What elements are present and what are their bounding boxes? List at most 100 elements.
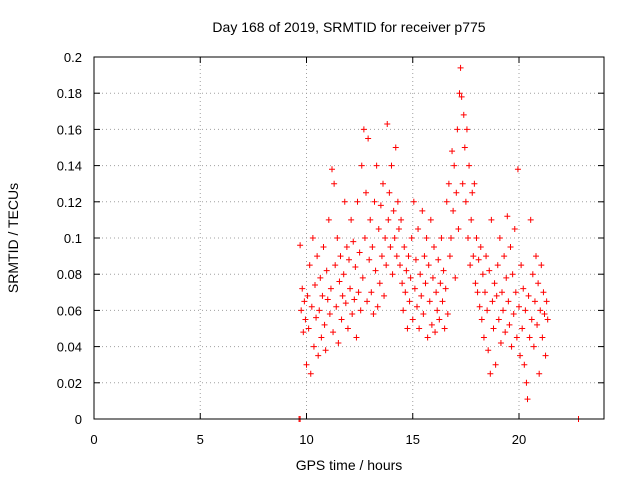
data-point xyxy=(451,162,458,169)
data-point xyxy=(360,126,367,133)
data-point xyxy=(501,253,508,260)
data-point xyxy=(364,298,371,305)
data-point xyxy=(507,244,514,251)
data-point xyxy=(302,316,309,323)
data-point xyxy=(442,285,449,292)
data-point xyxy=(425,262,432,269)
data-point xyxy=(395,225,402,232)
data-point xyxy=(381,292,388,299)
plot-frame xyxy=(93,56,605,420)
data-point xyxy=(510,311,517,318)
data-point xyxy=(438,235,445,241)
data-point xyxy=(527,216,534,223)
data-point xyxy=(368,289,375,296)
data-point xyxy=(445,180,452,187)
data-point xyxy=(429,274,436,281)
data-point xyxy=(434,307,441,314)
data-point xyxy=(316,307,323,314)
data-point xyxy=(465,235,471,241)
data-point xyxy=(400,307,407,314)
data-point xyxy=(357,307,364,314)
data-point xyxy=(408,235,415,241)
data-point xyxy=(436,316,443,323)
data-point xyxy=(522,307,529,314)
data-point xyxy=(340,271,347,278)
data-point xyxy=(392,144,399,151)
data-point xyxy=(473,235,480,241)
data-point xyxy=(359,274,366,281)
data-point xyxy=(439,298,446,305)
data-point xyxy=(514,166,521,173)
y-tick-label: 0.2 xyxy=(64,50,82,65)
y-tick-label: 0.06 xyxy=(57,303,82,318)
data-point xyxy=(488,216,495,223)
data-point xyxy=(505,298,512,305)
data-point xyxy=(443,198,450,205)
data-point xyxy=(449,148,456,155)
data-point xyxy=(422,280,429,287)
data-point xyxy=(492,361,499,368)
data-point xyxy=(382,235,389,241)
data-point xyxy=(524,396,531,403)
data-point xyxy=(453,189,460,196)
data-point xyxy=(516,303,522,310)
data-point xyxy=(310,343,317,350)
data-point xyxy=(458,93,465,100)
data-point xyxy=(383,262,390,269)
data-point xyxy=(315,352,322,359)
data-point xyxy=(327,285,334,292)
data-point xyxy=(497,339,504,346)
data-point xyxy=(321,321,328,328)
data-point xyxy=(353,334,360,341)
data-point xyxy=(517,352,524,359)
data-point xyxy=(301,298,308,305)
data-point xyxy=(410,198,417,205)
x-tick-label: 5 xyxy=(197,432,204,447)
data-point xyxy=(350,238,357,245)
data-point xyxy=(455,225,462,232)
data-point xyxy=(388,162,395,169)
data-point xyxy=(347,285,354,292)
data-point xyxy=(428,321,435,328)
data-point xyxy=(411,285,418,292)
chart-title: Day 168 of 2019, SRMTID for receiver p77… xyxy=(212,19,485,35)
data-point xyxy=(477,244,484,251)
data-point xyxy=(373,162,380,169)
y-tick-label: 0.12 xyxy=(57,195,82,210)
data-point xyxy=(401,244,408,251)
data-point xyxy=(409,316,416,323)
data-point xyxy=(539,334,546,341)
data-point xyxy=(537,307,544,314)
data-point xyxy=(335,339,342,346)
data-point xyxy=(322,347,329,354)
data-point xyxy=(534,321,541,328)
data-point xyxy=(470,253,477,260)
data-point xyxy=(489,298,496,305)
data-point xyxy=(535,280,542,287)
data-point xyxy=(463,126,470,133)
data-point xyxy=(496,235,503,241)
data-point xyxy=(338,316,345,323)
y-tick-label: 0.16 xyxy=(57,122,82,137)
data-point xyxy=(344,325,351,332)
data-point xyxy=(533,253,539,260)
data-point xyxy=(326,311,333,318)
data-point xyxy=(337,253,344,260)
data-point xyxy=(415,225,422,232)
data-point xyxy=(414,303,420,310)
data-point xyxy=(471,180,478,187)
data-point xyxy=(479,271,486,278)
data-point xyxy=(386,189,393,196)
data-point xyxy=(312,282,318,289)
axis-ticks: 0 0.02 0.04 0.06 0.08 0.1 0.12 0.14 0.16 0.18 0.2 0… xyxy=(57,50,604,447)
data-point xyxy=(397,262,403,269)
data-point xyxy=(369,244,376,251)
data-point xyxy=(519,325,526,332)
data-point xyxy=(394,198,401,205)
data-point xyxy=(385,216,392,223)
data-point xyxy=(448,235,454,241)
data-point xyxy=(467,262,474,269)
data-point xyxy=(468,216,475,223)
data-point xyxy=(512,289,519,296)
data-point xyxy=(393,253,400,260)
